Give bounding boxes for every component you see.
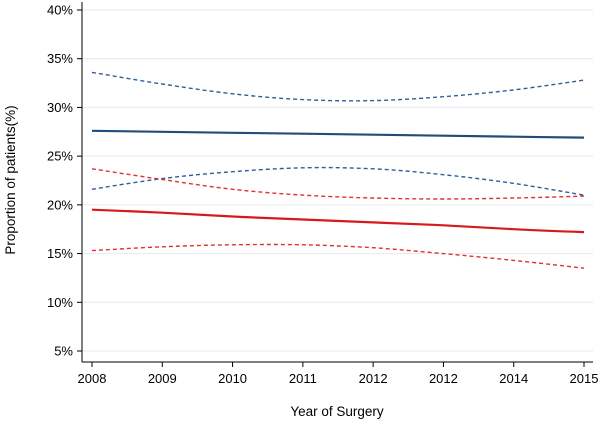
x-tick-label: 2012: [429, 371, 458, 386]
confidence-band-line: [91, 243, 585, 269]
series-lines: [91, 71, 585, 269]
y-tick-label: 30%: [47, 100, 73, 115]
tick-labels: 5% 10% 15% 20% 25% 30% 35% 40% 2008 2009 2010 2011 2…: [47, 3, 598, 387]
x-tick-label: 2012: [359, 371, 388, 386]
gridlines: [82, 9, 593, 352]
confidence-band-line: [91, 166, 585, 196]
y-axis-title: Proportion of patients(%): [3, 105, 18, 254]
x-tick-label: 2014: [499, 371, 528, 386]
confidence-band-line: [91, 71, 585, 102]
y-tick-label: 25%: [47, 149, 73, 164]
y-tick-label: 5%: [54, 344, 73, 359]
y-tick-label: 35%: [47, 51, 73, 66]
x-axis-title: Year of Surgery: [290, 404, 384, 419]
y-tick-label: 15%: [47, 246, 73, 261]
y-tick-label: 40%: [47, 3, 73, 18]
confidence-band-line: [91, 168, 585, 200]
x-tick-label: 2011: [289, 371, 317, 386]
series-line: [91, 208, 585, 234]
axes: [77, 2, 593, 367]
x-tick-label: 2008: [78, 371, 107, 386]
y-tick-label: 20%: [47, 197, 73, 212]
x-tick-label: 2015: [570, 371, 599, 386]
series-line: [91, 129, 585, 139]
x-tick-label: 2009: [148, 371, 177, 386]
y-tick-label: 10%: [47, 295, 73, 310]
x-tick-label: 2010: [218, 371, 247, 386]
